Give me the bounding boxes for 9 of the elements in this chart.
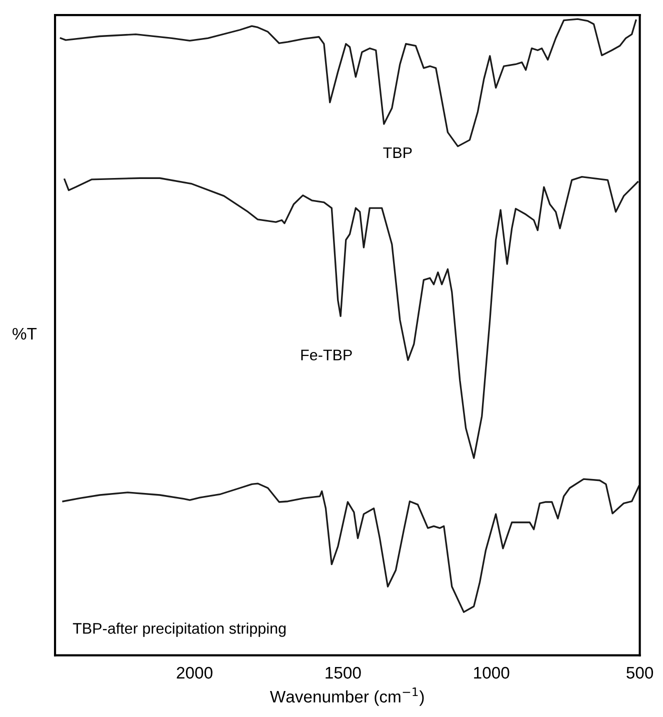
x-tick-label: 1500 bbox=[326, 666, 361, 679]
x-tick-label: 2000 bbox=[176, 666, 212, 679]
x-axis-title: Wavenumber (cm$^{−1}$) bbox=[270, 688, 424, 706]
series-label: TBP bbox=[383, 147, 412, 158]
y-axis-title: %T bbox=[12, 328, 37, 340]
x-tick-label: 1000 bbox=[474, 666, 510, 679]
x-tick-label: 500 bbox=[626, 666, 654, 679]
annotation: TBP-after precipitation stripping bbox=[72, 622, 286, 637]
text: Fe-TBP bbox=[301, 350, 352, 360]
